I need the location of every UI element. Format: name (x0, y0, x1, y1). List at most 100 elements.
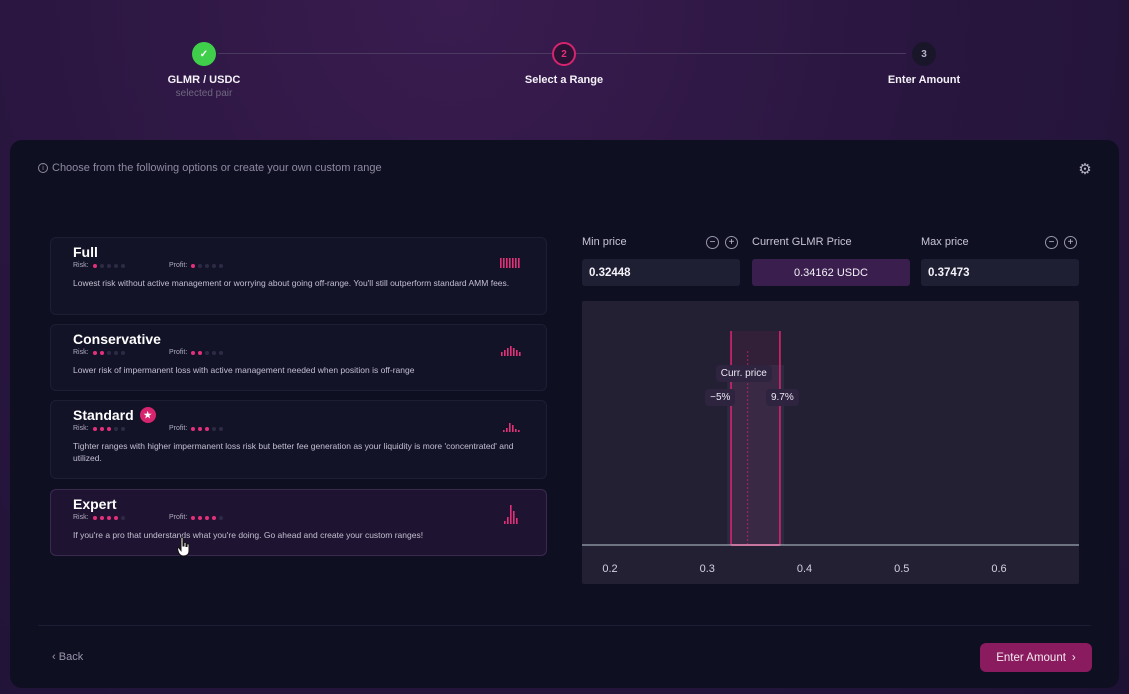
rating-dot (106, 263, 111, 268)
step-sub: selected pair (175, 88, 233, 99)
profit-dots (191, 515, 224, 520)
minus-icon[interactable]: − (1045, 236, 1058, 249)
rating-dot (191, 350, 196, 355)
conservative-range-icon (501, 346, 521, 356)
rating-dot (99, 515, 104, 520)
rating-dot (205, 263, 210, 268)
range-chart[interactable]: 0.2 0.3 0.4 0.5 0.6 Curr. price −5% 9.7% (582, 301, 1079, 584)
plus-icon[interactable]: + (1064, 236, 1077, 249)
rating-dot (191, 263, 196, 268)
step-label: GLMR / USDC (167, 74, 241, 86)
minus-icon[interactable]: − (706, 236, 719, 249)
plus-icon[interactable]: + (725, 236, 738, 249)
rating-dot (99, 426, 104, 431)
chevron-right-icon: › (1071, 651, 1076, 664)
x-tick-label: 0.5 (894, 563, 909, 575)
risk-dots (92, 515, 125, 520)
gear-icon[interactable]: ⚙ (1078, 161, 1092, 178)
rating-dot (99, 263, 104, 268)
step-3: 3 Enter Amount (824, 42, 1024, 86)
rating-dot (191, 426, 196, 431)
enter-amount-button[interactable]: Enter Amount › (980, 643, 1092, 672)
rating-dot (212, 426, 217, 431)
recommended-badge-icon: ★ (139, 407, 156, 423)
rating-dot (92, 263, 97, 268)
info-text: Choose from the following options or cre… (52, 162, 382, 174)
risk-dots (92, 350, 125, 355)
standard-range-icon (503, 423, 520, 432)
rating-dot (92, 350, 97, 355)
option-meta: Risk: Profit: (73, 514, 524, 521)
rating-dot (219, 515, 224, 520)
rating-dot (198, 350, 203, 355)
option-meta: Risk: Profit: (73, 425, 524, 432)
option-title: Conservative (73, 331, 161, 347)
stepper: ✓ GLMR / USDC selected pair 2 Select a R… (0, 0, 1129, 130)
rating-dot (219, 350, 224, 355)
profit-dots (191, 350, 224, 355)
rating-dot (120, 263, 125, 268)
rating-dot (113, 350, 118, 355)
risk-dots (92, 263, 125, 268)
hand-cursor-icon (177, 536, 190, 557)
rating-dot (205, 515, 210, 520)
rating-dot (106, 515, 111, 520)
range-panel: i Choose from the following options or c… (10, 140, 1119, 688)
check-icon: ✓ (192, 42, 216, 66)
info-icon: i (38, 163, 48, 173)
rating-dot (205, 426, 210, 431)
rating-dot (106, 350, 111, 355)
x-tick-label: 0.6 (991, 563, 1006, 575)
rating-dot (219, 426, 224, 431)
min-price-input[interactable]: 0.32448 (582, 259, 740, 286)
option-expert[interactable]: Expert Risk: Profit: If you're a pro tha… (50, 489, 547, 556)
option-description: Lower risk of impermanent loss with acti… (73, 365, 415, 375)
min-price-stepper: − + (706, 236, 738, 249)
option-description: Lowest risk without active management or… (73, 278, 510, 288)
max-price-stepper: − + (1045, 236, 1077, 249)
option-meta: Risk: Profit: (73, 262, 524, 269)
option-description: Tighter ranges with higher impermanent l… (73, 441, 514, 463)
current-price-tag: Curr. price (715, 365, 772, 382)
option-title: Standard ★ (73, 407, 524, 423)
rating-dot (212, 263, 217, 268)
step-label: Select a Range (524, 74, 604, 86)
low-percent-tag: −5% (705, 389, 736, 406)
rating-dot (205, 350, 210, 355)
rating-dot (120, 426, 125, 431)
option-title: Full (73, 244, 98, 260)
rating-dot (120, 515, 125, 520)
back-link[interactable]: ‹ Back (52, 651, 84, 663)
step-2: 2 Select a Range (464, 42, 664, 86)
option-title: Expert (73, 496, 117, 512)
rating-dot (92, 515, 97, 520)
option-standard[interactable]: Standard ★ Risk: Profit: Tighter ranges w… (50, 400, 547, 479)
rating-dot (106, 426, 111, 431)
rating-dot (120, 350, 125, 355)
x-tick-label: 0.4 (797, 563, 812, 575)
rating-dot (113, 515, 118, 520)
footer-divider (38, 625, 1091, 626)
expert-range-icon (504, 505, 518, 524)
profit-dots (191, 426, 224, 431)
rating-dot (99, 350, 104, 355)
rating-dot (113, 426, 118, 431)
info-line: i Choose from the following options or c… (38, 162, 382, 174)
rating-dot (212, 350, 217, 355)
rating-dot (191, 515, 196, 520)
rating-dot (198, 515, 203, 520)
option-conservative[interactable]: Conservative Risk: Profit: Lower risk of… (50, 324, 547, 391)
min-price-label: Min price (582, 236, 627, 248)
current-price-display: 0.34162 USDC (752, 259, 910, 286)
x-tick-label: 0.3 (700, 563, 715, 575)
option-description: If you're a pro that understands what yo… (73, 530, 424, 540)
rating-dot (219, 263, 224, 268)
profit-dots (191, 263, 224, 268)
max-price-input[interactable]: 0.37473 (921, 259, 1079, 286)
max-price-label: Max price (921, 236, 969, 248)
step-1[interactable]: ✓ GLMR / USDC selected pair (104, 42, 304, 99)
option-full[interactable]: Full Risk: Profit: Lowest risk without a… (50, 237, 547, 315)
rating-dot (212, 515, 217, 520)
x-tick-label: 0.2 (602, 563, 617, 575)
rating-dot (198, 426, 203, 431)
